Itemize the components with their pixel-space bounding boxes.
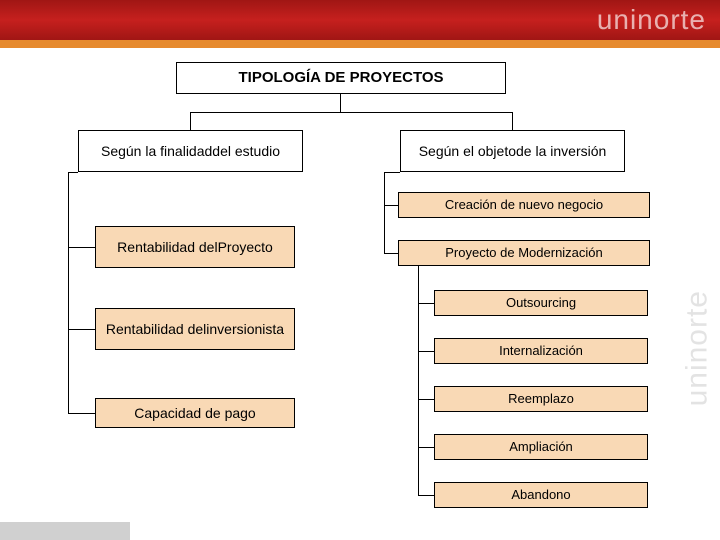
connector <box>190 112 191 130</box>
connector <box>418 266 419 495</box>
connector <box>68 413 95 414</box>
connector <box>340 94 341 112</box>
connector <box>384 172 385 253</box>
brand-logo-top: uninorte <box>597 4 706 36</box>
connector <box>512 112 513 130</box>
connector <box>418 495 434 496</box>
right-branch-header: Según el objetode la inversión <box>400 130 625 172</box>
connector <box>68 247 95 248</box>
title-box: TIPOLOGÍA DE PROYECTOS <box>176 62 506 94</box>
left-item-1: Rentabilidad delinversionista <box>95 308 295 350</box>
connector <box>68 329 95 330</box>
footer-stub <box>0 522 130 540</box>
left-item-0: Rentabilidad delProyecto <box>95 226 295 268</box>
connector <box>384 172 400 173</box>
connector <box>418 303 434 304</box>
right-item-0: Creación de nuevo negocio <box>398 192 650 218</box>
left-branch-header: Según la finalidaddel estudio <box>78 130 303 172</box>
right-subitem-3: Ampliación <box>434 434 648 460</box>
right-subitem-4: Abandono <box>434 482 648 508</box>
brand-logo-side: uninorte <box>680 290 714 406</box>
right-item-1: Proyecto de Modernización <box>398 240 650 266</box>
connector <box>418 399 434 400</box>
connector <box>190 112 512 113</box>
connector <box>68 172 69 413</box>
right-subitem-0: Outsourcing <box>434 290 648 316</box>
connector <box>384 253 398 254</box>
connector <box>68 172 78 173</box>
left-item-2: Capacidad de pago <box>95 398 295 428</box>
header-accent <box>0 40 720 48</box>
connector <box>384 205 398 206</box>
right-subitem-2: Reemplazo <box>434 386 648 412</box>
right-subitem-1: Internalización <box>434 338 648 364</box>
connector <box>418 351 434 352</box>
connector <box>418 447 434 448</box>
